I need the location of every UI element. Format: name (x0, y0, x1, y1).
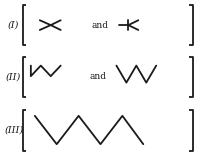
Text: and: and (89, 72, 106, 81)
Text: and: and (91, 21, 108, 30)
Text: (II): (II) (6, 72, 21, 81)
Text: (I): (I) (8, 21, 19, 30)
Text: (III): (III) (5, 126, 24, 135)
